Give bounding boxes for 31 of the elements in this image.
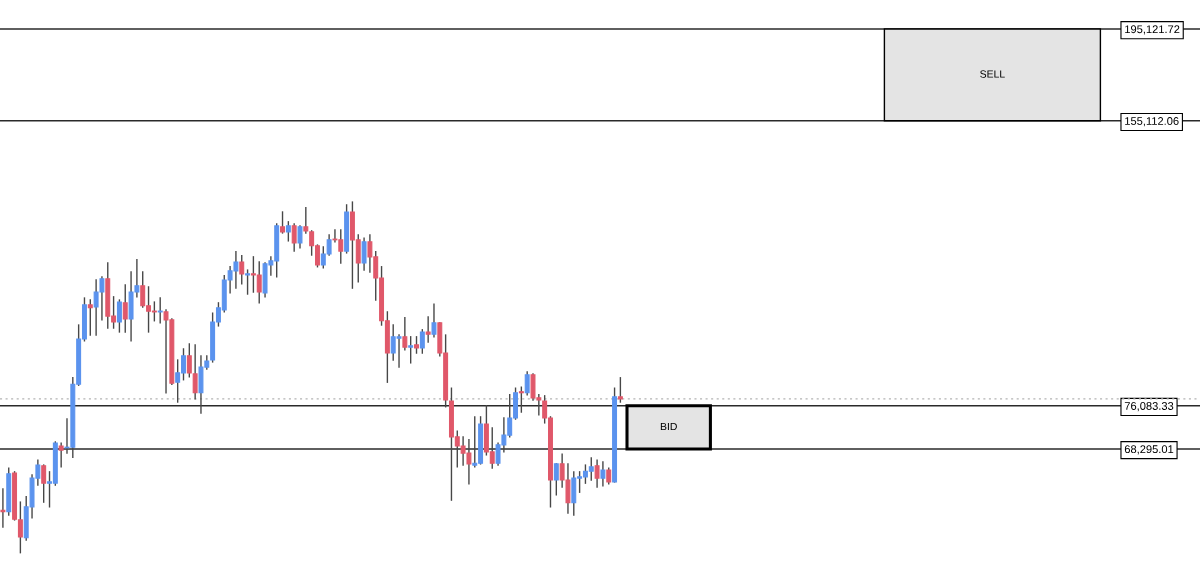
candlestick — [122, 284, 128, 333]
candlestick — [524, 371, 530, 396]
candlestick — [87, 299, 93, 336]
candlestick — [617, 377, 623, 403]
candlestick — [285, 221, 291, 242]
candlestick — [402, 317, 408, 351]
band-label: SELL — [980, 70, 1005, 78]
candlestick — [518, 386, 524, 413]
candlestick — [0, 488, 6, 528]
candlestick — [553, 463, 559, 496]
candlestick — [431, 303, 437, 338]
y-tick-label: 68,295.01 — [1124, 445, 1174, 455]
candlestick — [41, 464, 47, 503]
candlestick — [157, 297, 163, 324]
candlestick — [291, 223, 297, 252]
candlestick — [280, 211, 286, 234]
candlestick — [297, 225, 303, 249]
candlestick — [361, 237, 367, 271]
y-tick-label: 76,083.33 — [1124, 402, 1174, 412]
candlestick — [239, 255, 245, 285]
candlestick — [408, 336, 414, 364]
candlestick — [58, 442, 64, 468]
y-tick-label: 195,121.72 — [1125, 25, 1180, 35]
candlestick — [116, 299, 122, 333]
y-tick-label: 155,112.06 — [1125, 117, 1179, 127]
candlestick — [419, 329, 425, 354]
band-label: BID — [660, 422, 677, 431]
candlestick — [245, 269, 251, 295]
candlestick — [425, 316, 431, 343]
candlestick — [600, 461, 606, 487]
candlestick — [594, 459, 600, 488]
